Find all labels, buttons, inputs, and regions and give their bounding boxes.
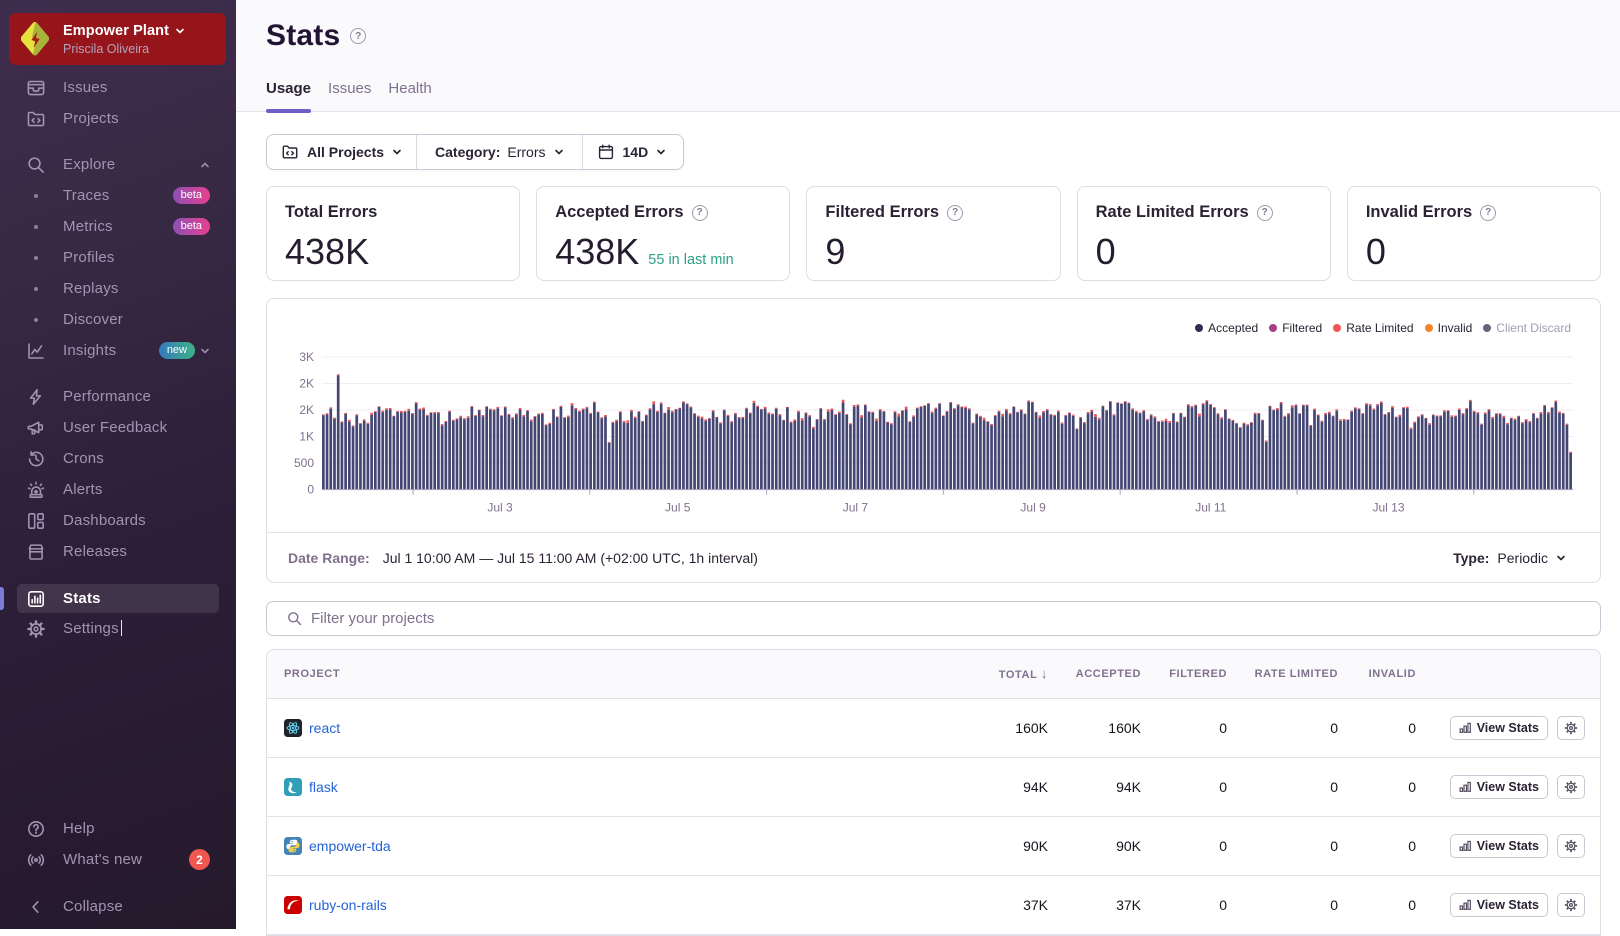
svg-text:500: 500 [294, 456, 314, 470]
svg-text:Jul 11: Jul 11 [1195, 501, 1226, 515]
svg-text:Jul 7: Jul 7 [843, 501, 869, 515]
svg-text:Jul 3: Jul 3 [487, 501, 513, 515]
svg-text:1K: 1K [299, 430, 314, 444]
svg-text:2K: 2K [299, 377, 314, 391]
svg-text:Jul 5: Jul 5 [665, 501, 691, 515]
svg-text:Jul 9: Jul 9 [1020, 501, 1046, 515]
svg-text:2K: 2K [299, 403, 314, 417]
svg-text:0: 0 [307, 483, 314, 497]
svg-text:Jul 13: Jul 13 [1372, 501, 1404, 515]
svg-text:3K: 3K [299, 350, 314, 364]
